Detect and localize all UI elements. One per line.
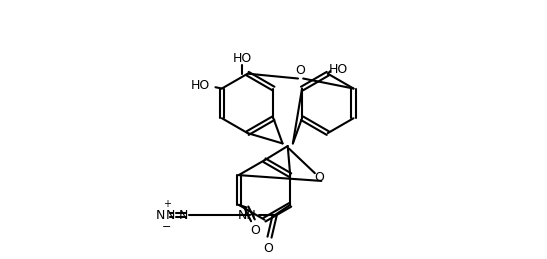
Text: N: N: [155, 209, 165, 222]
Text: +: +: [162, 199, 171, 209]
Text: O: O: [295, 64, 306, 77]
Text: NH: NH: [238, 209, 257, 222]
Text: −: −: [162, 222, 171, 232]
Text: HO: HO: [191, 80, 210, 92]
Text: HO: HO: [329, 63, 348, 76]
Text: O: O: [251, 224, 260, 237]
Text: N: N: [179, 209, 188, 222]
Text: O: O: [314, 170, 324, 184]
Text: N: N: [166, 209, 175, 222]
Text: O: O: [263, 242, 273, 255]
Text: HO: HO: [233, 52, 252, 64]
